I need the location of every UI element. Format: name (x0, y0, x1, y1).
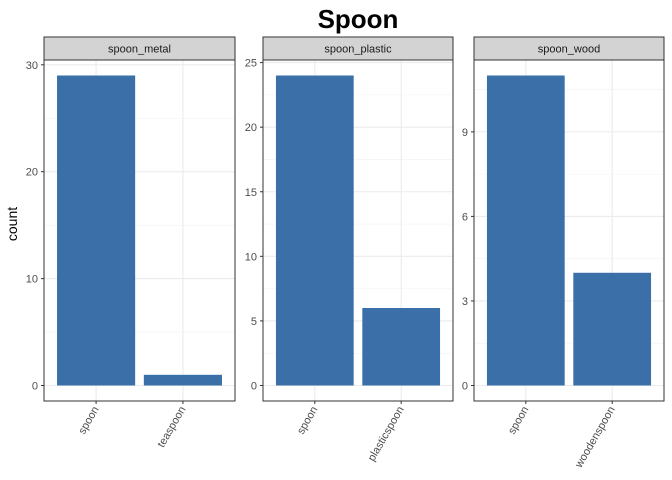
y-tick-label: 25 (245, 58, 257, 70)
y-tick-label: 10 (245, 251, 257, 263)
x-tick-label: plasticspoon (366, 405, 407, 464)
facet-spoon_wood: spoon_wood 0 3 6 9 spoon woodenspoon (462, 36, 665, 471)
facet-strip-label: spoon_metal (108, 44, 171, 56)
bar-spoon (275, 75, 354, 386)
facet-strip-label: spoon_wood (538, 44, 600, 56)
y-tick-label: 30 (26, 60, 38, 72)
y-tick-label: 6 (462, 211, 468, 223)
x-tick-label: spoon (506, 405, 531, 437)
y-tick-label: 3 (462, 296, 468, 308)
bar-teaspoon (143, 374, 222, 386)
facet-strip (473, 36, 665, 61)
y-tick-label: 5 (251, 316, 257, 328)
bar-woodenspoon (573, 272, 652, 386)
bar-spoon (486, 75, 565, 386)
facet-strip-label: spoon_plastic (324, 44, 392, 56)
x-tick-label: teaspoon (155, 405, 188, 450)
facet-spoon_metal: spoon_metal 0 10 20 30 spoon teaspoon (26, 36, 236, 450)
y-tick-label: 20 (245, 122, 257, 134)
y-axis-label: count (4, 207, 20, 241)
x-tick-label: spoon (295, 405, 320, 437)
y-tick-label: 10 (26, 274, 38, 286)
x-tick-label: woodenspoon (573, 405, 618, 471)
y-tick-label: 0 (251, 381, 257, 393)
y-tick-label: 0 (32, 381, 38, 393)
bar-spoon (57, 75, 136, 386)
y-tick-label: 0 (462, 381, 468, 393)
facet-strip (262, 36, 454, 61)
y-tick-label: 15 (245, 187, 257, 199)
x-tick-label: spoon (76, 405, 101, 437)
y-tick-label: 9 (462, 127, 468, 139)
chart-title: Spoon (318, 4, 399, 34)
y-tick-label: 20 (26, 167, 38, 179)
facet-spoon_plastic: spoon_plastic 0 5 10 15 20 25 spoon plasticspoon (245, 36, 454, 464)
facet-strip (43, 36, 236, 61)
bar-plasticspoon (362, 308, 441, 386)
